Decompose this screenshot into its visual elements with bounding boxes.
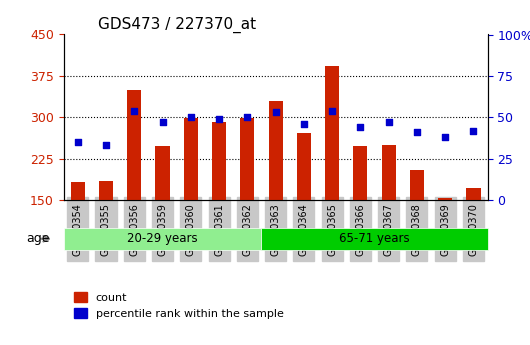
Text: 20-29 years: 20-29 years: [127, 233, 198, 245]
Bar: [70, 183, 85, 200]
Bar: [155, 146, 170, 200]
Point: [469, 128, 478, 133]
Point: [187, 115, 195, 120]
Text: 65-71 years: 65-71 years: [339, 233, 410, 245]
Point: [299, 121, 308, 127]
Point: [441, 135, 449, 140]
Point: [243, 115, 252, 120]
Point: [384, 119, 393, 125]
Bar: [99, 181, 113, 200]
Text: GDS473 / 227370_at: GDS473 / 227370_at: [98, 17, 255, 33]
Bar: [438, 198, 452, 200]
Bar: [466, 188, 481, 200]
Bar: [184, 118, 198, 200]
Point: [158, 119, 167, 125]
Text: age: age: [26, 232, 50, 245]
Point: [413, 129, 421, 135]
Point: [356, 125, 365, 130]
Bar: [382, 145, 396, 200]
Legend: count, percentile rank within the sample: count, percentile rank within the sample: [69, 288, 288, 324]
Bar: [410, 170, 424, 200]
Point: [74, 139, 82, 145]
Bar: [269, 101, 282, 200]
Bar: [240, 118, 254, 200]
Point: [271, 110, 280, 115]
Bar: [325, 66, 339, 200]
Bar: [297, 133, 311, 200]
Bar: [212, 122, 226, 200]
Bar: [127, 90, 142, 200]
Bar: [354, 146, 367, 200]
Point: [102, 143, 110, 148]
Point: [215, 116, 223, 122]
Point: [328, 108, 337, 114]
Point: [130, 108, 138, 114]
